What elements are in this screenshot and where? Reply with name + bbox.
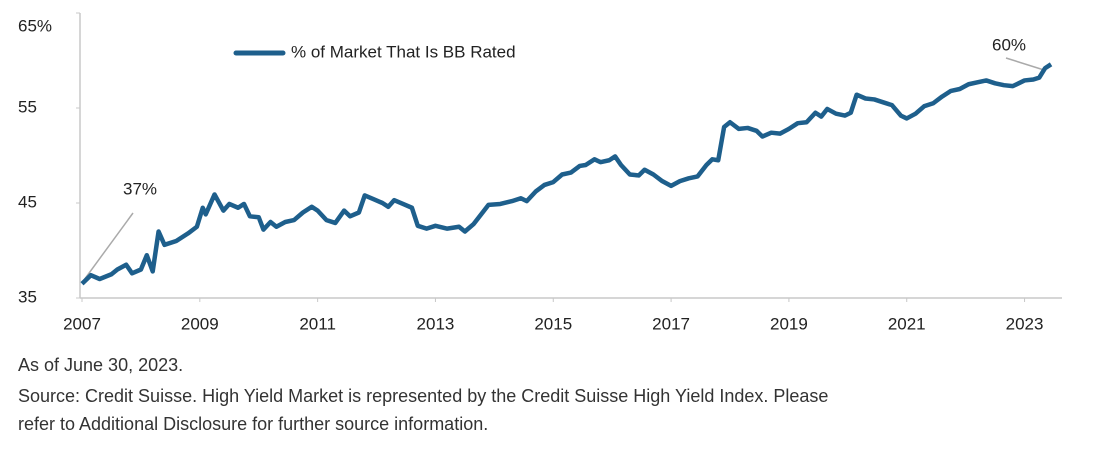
note: Source: Credit Suisse. High Yield Market…	[18, 386, 828, 406]
annotation-leader	[83, 212, 134, 281]
x-tick-label: 2011	[299, 314, 336, 333]
y-tick-label: 45	[18, 192, 37, 211]
legend-label: % of Market That Is BB Rated	[291, 42, 516, 61]
line	[80, 62, 1053, 286]
x-tick-label: 2007	[63, 314, 101, 333]
y-tick-label: 65%	[18, 16, 52, 35]
x-tick-label: 2015	[534, 314, 572, 333]
x-tick-label: 2019	[770, 314, 808, 333]
annotation: 60%	[992, 35, 1026, 54]
x-tick-label: 2009	[181, 314, 219, 333]
x-tick-label: 2023	[1006, 314, 1044, 333]
x-tick-label: 2017	[652, 314, 690, 333]
x-tick-label: 2021	[888, 314, 926, 333]
y-tick-label: 35	[18, 287, 37, 306]
note: As of June 30, 2023.	[18, 355, 183, 375]
annotation-leader	[1005, 57, 1045, 71]
annotation: 37%	[123, 179, 157, 198]
note: refer to Additional Disclosure for furth…	[18, 414, 488, 434]
y-tick-label: 55	[18, 97, 37, 116]
x-tick-label: 2013	[417, 314, 455, 333]
